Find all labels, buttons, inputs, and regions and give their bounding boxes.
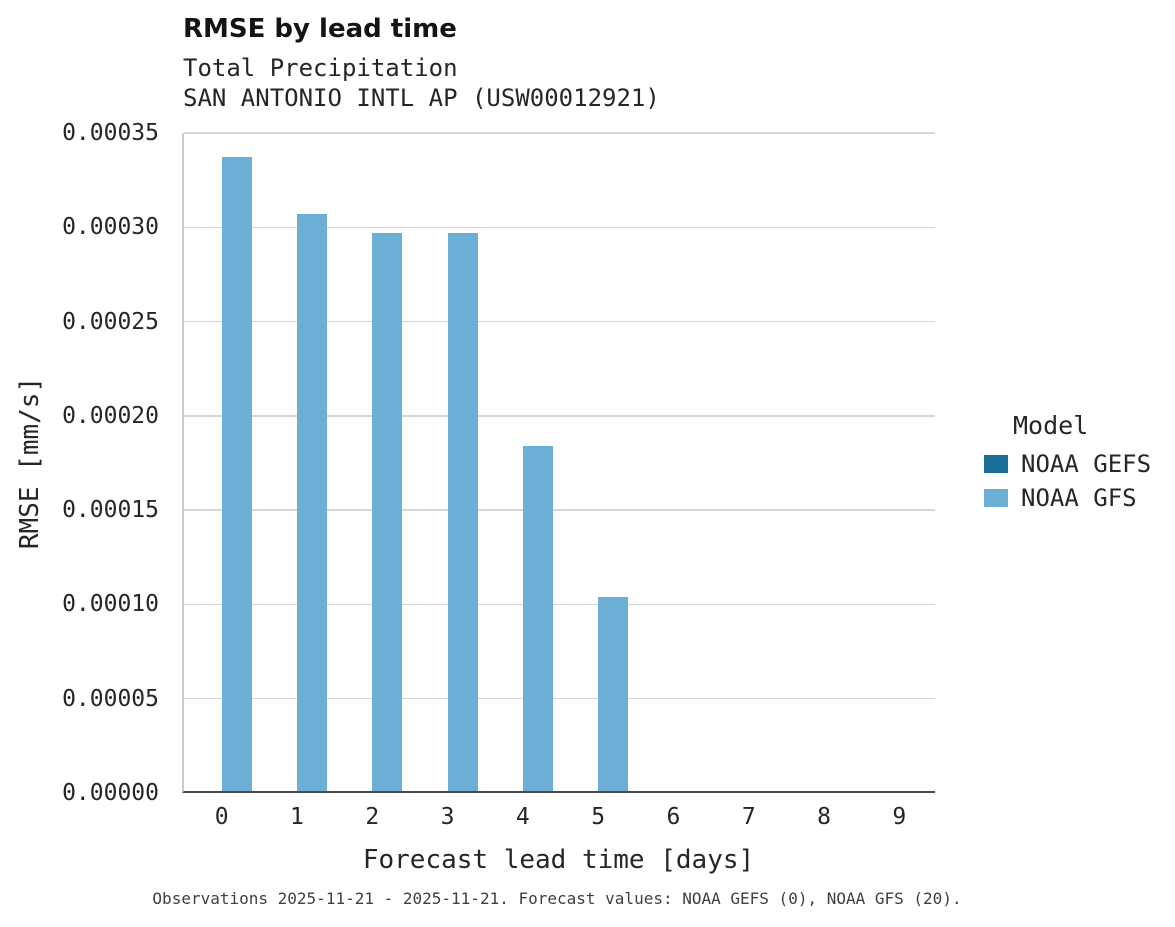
x-tick-label: 6 [666, 804, 681, 830]
x-tick-label: 5 [591, 804, 606, 830]
x-tick-label: 1 [290, 804, 304, 830]
gridline [184, 226, 935, 229]
x-tick-label: 4 [515, 804, 530, 830]
gridline [184, 697, 935, 700]
y-tick-label: 0.00030 [62, 214, 159, 241]
chart-subtitle-variable: Total Precipitation [183, 54, 458, 82]
y-tick-label: 0.00035 [62, 120, 159, 146]
y-tick-label: 0.00025 [62, 308, 159, 335]
legend-items: NOAA GEFS NOAA GFS [984, 450, 1152, 512]
plot-area: 0.00000 0.00005 0.00010 0.00015 0.00020 0.000… [62, 120, 935, 830]
chart-subtitle-station: SAN ANTONIO INTL AP (USW00012921) [183, 84, 660, 112]
legend-item-label: NOAA GEFS [1021, 450, 1152, 478]
bar-noaa-gfs-day-5 [598, 596, 629, 791]
bar-noaa-gfs-day-1 [296, 213, 328, 791]
x-tick-label: 0 [214, 804, 229, 830]
legend-item-noaa-gefs: NOAA GEFS [984, 450, 1152, 478]
x-tick-label: 8 [817, 804, 831, 830]
x-tick-label: 7 [741, 804, 756, 830]
y-tick-label: 0.00020 [62, 402, 159, 429]
legend-item-label: NOAA GFS [1021, 484, 1137, 512]
bar-noaa-gfs-day-4 [522, 445, 553, 791]
gridline [184, 509, 935, 511]
gridline [184, 320, 935, 323]
x-tick-label: 9 [892, 804, 907, 830]
bar-noaa-gfs-day-3 [447, 232, 478, 791]
x-tick-label: 3 [440, 804, 455, 830]
legend-item-noaa-gfs: NOAA GFS [984, 484, 1151, 512]
legend-swatch [984, 489, 1008, 507]
gridline [184, 132, 935, 134]
y-tick-label: 0.00015 [62, 497, 159, 524]
x-axis-label: Forecast lead time [days] [362, 845, 755, 875]
gridline [184, 415, 935, 417]
legend-title: Model [1013, 411, 1089, 440]
legend-swatch [984, 455, 1008, 473]
bar-noaa-gfs-day-0 [221, 157, 252, 791]
gridline [184, 603, 935, 606]
y-axis-label: RMSE [mm/s] [15, 376, 45, 550]
y-tick-label: 0.00000 [62, 780, 159, 806]
y-tick-label: 0.00005 [62, 685, 159, 712]
caption: Observations 2025-11-21 - 2025-11-21. Fo… [152, 889, 962, 908]
bar-noaa-gfs-day-2 [372, 232, 403, 791]
chart-title: RMSE by lead time [183, 14, 457, 44]
legend: Model NOAA GEFS NOAA GFS [984, 411, 1151, 520]
y-tick-label: 0.00010 [62, 591, 159, 618]
x-tick-label: 2 [365, 804, 380, 830]
chart-header: RMSE by lead time Total Precipitation SA… [183, 14, 660, 113]
